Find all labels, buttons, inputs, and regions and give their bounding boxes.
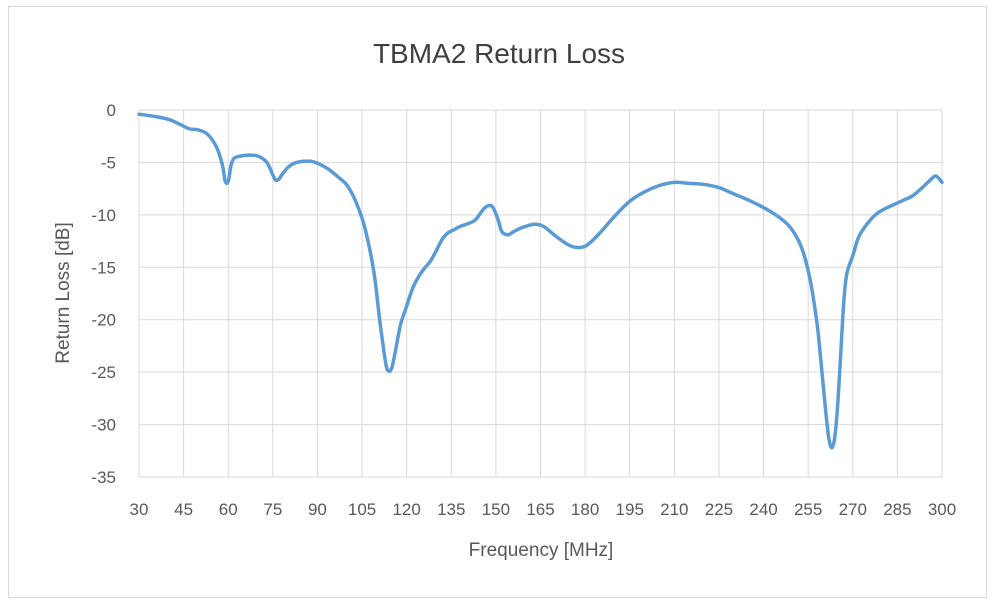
x-tick-label: 135 xyxy=(437,500,465,519)
x-axis-title: Frequency [MHz] xyxy=(469,540,614,561)
y-tick-labels: 0 -5 -10 -15 -20 -25 -30 -35 xyxy=(91,101,116,487)
x-tick-label: 30 xyxy=(130,500,149,519)
x-tick-label: 255 xyxy=(794,500,822,519)
gridlines xyxy=(138,109,943,478)
chart-frame xyxy=(8,6,987,598)
x-tick-labels: 30 45 60 75 90 105 120 135 150 165 180 195 210 225 240… xyxy=(130,500,957,519)
y-tick-label: -35 xyxy=(91,468,116,487)
x-tick-label: 285 xyxy=(883,500,911,519)
y-tick-label: -25 xyxy=(91,363,116,382)
y-tick-label: -20 xyxy=(91,311,116,330)
x-tick-label: 300 xyxy=(928,500,956,519)
x-tick-label: 75 xyxy=(263,500,282,519)
x-tick-label: 90 xyxy=(308,500,327,519)
x-tick-label: 210 xyxy=(660,500,688,519)
x-tick-label: 180 xyxy=(571,500,599,519)
x-tick-label: 45 xyxy=(174,500,193,519)
y-tick-label: 0 xyxy=(107,101,116,120)
y-tick-label: -15 xyxy=(91,258,116,277)
x-tick-label: 240 xyxy=(749,500,777,519)
y-axis-title: Return Loss [dB] xyxy=(53,222,74,364)
x-tick-label: 60 xyxy=(219,500,238,519)
series-line-return-loss xyxy=(137,112,944,450)
x-tick-label: 165 xyxy=(526,500,554,519)
y-tick-label: -30 xyxy=(91,416,116,435)
y-tick-label: -5 xyxy=(101,153,116,172)
x-tick-label: 225 xyxy=(705,500,733,519)
x-tick-label: 195 xyxy=(616,500,644,519)
chart-title: TBMA2 Return Loss xyxy=(373,38,625,69)
x-tick-label: 150 xyxy=(482,500,510,519)
x-tick-label: 270 xyxy=(839,500,867,519)
x-tick-label: 120 xyxy=(392,500,420,519)
x-tick-label: 105 xyxy=(348,500,376,519)
y-tick-label: -10 xyxy=(91,206,116,225)
